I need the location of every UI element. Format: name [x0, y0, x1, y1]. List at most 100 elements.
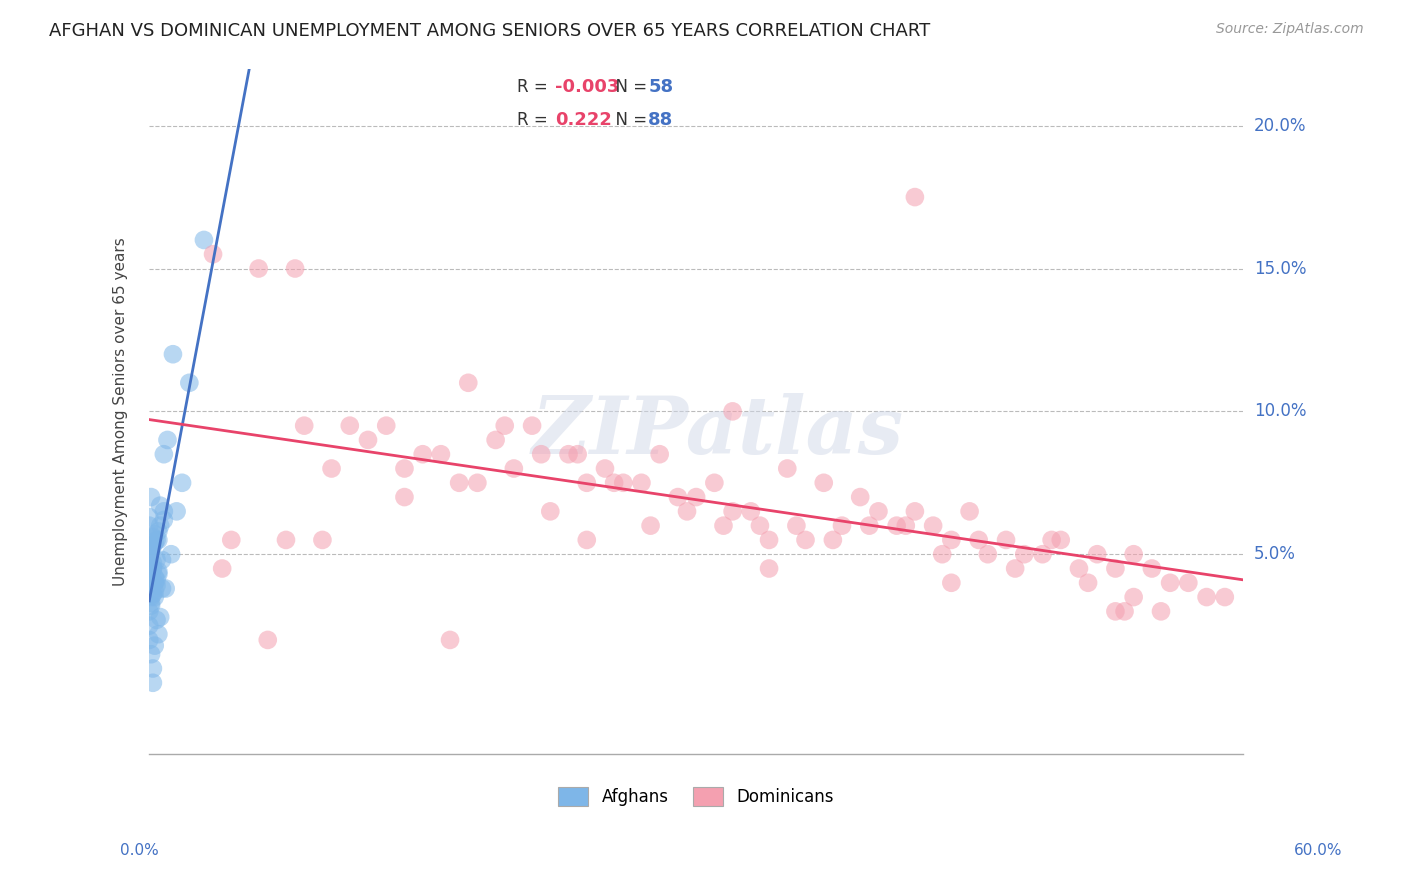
Text: N =: N =: [605, 78, 652, 96]
Point: [138, 510, 160, 524]
Point: [148, 524, 170, 539]
Text: 15.0%: 15.0%: [1254, 260, 1306, 277]
Point: [1213, 590, 1236, 604]
Point: [603, 475, 626, 490]
Point: [557, 447, 579, 461]
Point: [1077, 575, 1099, 590]
Point: [339, 418, 361, 433]
Point: [153, 447, 176, 461]
Point: [139, 567, 162, 582]
Point: [149, 610, 172, 624]
Point: [648, 447, 671, 461]
Point: [143, 570, 166, 584]
Point: [142, 561, 165, 575]
Point: [1049, 533, 1071, 547]
Text: -0.003: -0.003: [555, 78, 620, 96]
Point: [849, 490, 872, 504]
Point: [1014, 547, 1036, 561]
Point: [821, 533, 844, 547]
Point: [575, 475, 598, 490]
Text: 0.222: 0.222: [555, 111, 612, 128]
Point: [357, 433, 380, 447]
Point: [676, 504, 699, 518]
Text: 20.0%: 20.0%: [1254, 117, 1306, 135]
Point: [813, 475, 835, 490]
Point: [502, 461, 524, 475]
Text: Source: ZipAtlas.com: Source: ZipAtlas.com: [1216, 22, 1364, 37]
Point: [139, 575, 162, 590]
Point: [142, 539, 165, 553]
Point: [538, 504, 561, 518]
Point: [439, 632, 461, 647]
Point: [150, 582, 173, 596]
Point: [703, 475, 725, 490]
Text: 60.0%: 60.0%: [1295, 843, 1343, 858]
Point: [894, 518, 917, 533]
Point: [211, 561, 233, 575]
Text: AFGHAN VS DOMINICAN UNEMPLOYMENT AMONG SENIORS OVER 65 YEARS CORRELATION CHART: AFGHAN VS DOMINICAN UNEMPLOYMENT AMONG S…: [49, 22, 931, 40]
Y-axis label: Unemployment Among Seniors over 65 years: Unemployment Among Seniors over 65 years: [114, 237, 128, 586]
Point: [931, 547, 953, 561]
Point: [1031, 547, 1053, 561]
Point: [292, 418, 315, 433]
Point: [831, 518, 853, 533]
Point: [139, 596, 162, 610]
Point: [740, 504, 762, 518]
Point: [143, 639, 166, 653]
Point: [148, 533, 170, 547]
Point: [145, 579, 167, 593]
Text: 0.0%: 0.0%: [120, 843, 159, 858]
Point: [149, 499, 172, 513]
Point: [138, 518, 160, 533]
Point: [922, 518, 945, 533]
Point: [1122, 547, 1144, 561]
Point: [1004, 561, 1026, 575]
Point: [202, 247, 225, 261]
Point: [138, 539, 160, 553]
Point: [941, 575, 963, 590]
Point: [247, 261, 270, 276]
Point: [721, 504, 744, 518]
Text: 88: 88: [648, 111, 673, 128]
Point: [575, 533, 598, 547]
Point: [412, 447, 434, 461]
Legend: Afghans, Dominicans: Afghans, Dominicans: [550, 779, 842, 814]
Point: [941, 533, 963, 547]
Point: [713, 518, 735, 533]
Point: [520, 418, 543, 433]
Point: [1114, 604, 1136, 618]
Point: [145, 573, 167, 587]
Point: [148, 567, 170, 582]
Point: [630, 475, 652, 490]
Point: [148, 627, 170, 641]
Point: [143, 575, 166, 590]
Point: [142, 587, 165, 601]
Point: [967, 533, 990, 547]
Point: [1104, 561, 1126, 575]
Point: [776, 461, 799, 475]
Point: [138, 632, 160, 647]
Point: [567, 447, 589, 461]
Point: [148, 565, 170, 579]
Point: [143, 584, 166, 599]
Text: ZIPatlas: ZIPatlas: [531, 393, 904, 471]
Point: [449, 475, 471, 490]
Point: [142, 561, 165, 575]
Point: [886, 518, 908, 533]
Point: [311, 533, 333, 547]
Point: [959, 504, 981, 518]
Point: [170, 475, 193, 490]
Point: [995, 533, 1018, 547]
Text: 10.0%: 10.0%: [1254, 402, 1306, 420]
Point: [274, 533, 297, 547]
Point: [143, 590, 166, 604]
Point: [868, 504, 890, 518]
Point: [145, 533, 167, 547]
Point: [904, 190, 927, 204]
Point: [640, 518, 662, 533]
Point: [530, 447, 553, 461]
Point: [758, 533, 780, 547]
Point: [150, 553, 173, 567]
Point: [1040, 533, 1063, 547]
Point: [593, 461, 616, 475]
